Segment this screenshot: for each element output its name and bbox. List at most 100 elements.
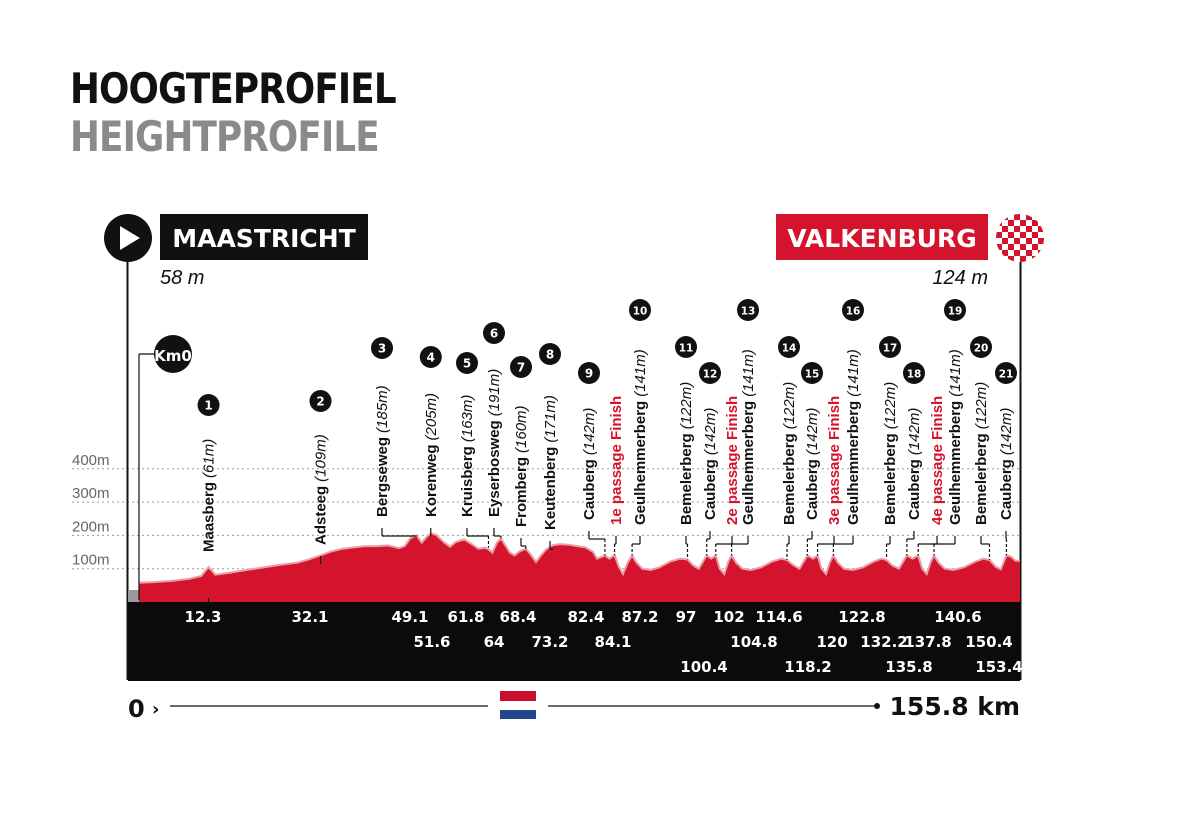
climb-6: Eyserbosweg(191m) 6 xyxy=(483,322,505,539)
climb-finish-pass-17: 3e passage Finish xyxy=(816,396,843,556)
climb-14: Bemelerberg(122m) 14 xyxy=(778,336,800,561)
climb-label: Eyserbosweg(191m) xyxy=(486,369,503,517)
climb-label: Adsteeg(109m) xyxy=(313,434,330,545)
climbs: Maasberg(61m) 1 Adsteeg(109m) 2 Bergseweg(18… xyxy=(197,299,1017,606)
climb-19: Geulhemmerberg(141m) 19 xyxy=(933,299,966,556)
climb-label: Geulhemmerberg(141m) xyxy=(740,349,757,525)
climb-number: 17 xyxy=(883,343,898,355)
climb-number-badge xyxy=(879,336,901,358)
km-band xyxy=(128,602,1020,681)
km-label: 122.8 xyxy=(838,608,885,626)
km-label: 137.8 xyxy=(904,633,951,651)
climb-number: 7 xyxy=(517,361,525,375)
climb-label: Cauberg(142m) xyxy=(906,408,923,520)
climb-number-badge xyxy=(371,337,393,359)
climb-label: Geulhemmerberg(141m) xyxy=(845,349,862,525)
km-label: 153.4 xyxy=(975,658,1022,676)
km-label: 84.1 xyxy=(594,633,631,651)
climb-label: Cauberg(142m) xyxy=(998,408,1015,520)
netherlands-flag-icon xyxy=(500,691,536,719)
climb-label: Bemelerberg(122m) xyxy=(678,382,695,525)
km0-badge: Km0 xyxy=(138,335,192,600)
km-label: 102 xyxy=(713,608,744,626)
climb-number-badge xyxy=(699,362,721,384)
climb-label: 2e passage Finish xyxy=(724,396,741,525)
climb-number-badge xyxy=(778,336,800,358)
climb-number-badge xyxy=(456,352,478,374)
km-label: 61.8 xyxy=(447,608,484,626)
climb-label: Bemelerberg(122m) xyxy=(882,382,899,525)
climb-number-badge xyxy=(309,390,332,412)
km-label: 150.4 xyxy=(965,633,1012,651)
climb-label: Maasberg(61m) xyxy=(201,439,218,552)
climb-label: Cauberg(142m) xyxy=(804,408,821,520)
climb-3: Bergseweg(185m) 3 xyxy=(371,337,417,537)
km-label: 51.6 xyxy=(413,633,450,651)
climb-label: Geulhemmerberg(141m) xyxy=(632,349,649,525)
climb-number-badge xyxy=(675,336,697,358)
climb-number: 2 xyxy=(316,395,324,409)
climb-number: 4 xyxy=(427,351,435,365)
start-name: MAASTRICHT xyxy=(172,224,356,253)
climb-number-badge xyxy=(970,336,992,358)
climb-finish-pass-21: 4e passage Finish xyxy=(917,396,946,556)
climb-number: 19 xyxy=(948,306,963,318)
start-elevation: 58 m xyxy=(160,267,204,289)
climb-8: Keutenberg(171m) 8 xyxy=(539,343,561,550)
climb-number-badge xyxy=(539,343,561,365)
climb-16: Geulhemmerberg(141m) 16 xyxy=(832,299,864,556)
climb-2: Adsteeg(109m) 2 xyxy=(309,390,332,564)
distance-end-label: 155.8 km xyxy=(890,692,1020,721)
climb-label: Bemelerberg(122m) xyxy=(781,382,798,525)
climb-number: 6 xyxy=(490,327,498,341)
km0-label: Km0 xyxy=(154,347,192,365)
climb-number-badge xyxy=(903,362,925,384)
climb-label: Kruisberg(163m) xyxy=(459,395,476,517)
climb-label: Fromberg(160m) xyxy=(513,405,530,527)
elevation-area xyxy=(139,533,1020,602)
climb-number-badge xyxy=(629,299,651,321)
climb-number: 8 xyxy=(546,348,554,362)
climb-label: Cauberg(142m) xyxy=(581,408,598,520)
climb-number-badge xyxy=(801,362,823,384)
finish-name: VALKENBURG xyxy=(787,224,976,253)
climb-9: Cauberg(142m) 9 xyxy=(578,362,606,556)
climb-number: 11 xyxy=(679,343,694,355)
climb-number: 14 xyxy=(782,343,797,355)
finish-badge: VALKENBURG xyxy=(776,214,1044,262)
climb-11: Bemelerberg(122m) 11 xyxy=(675,336,697,560)
climb-label: Bergseweg(185m) xyxy=(374,385,391,517)
km-label: 132.2 xyxy=(860,633,907,651)
climb-12: Cauberg(142m) 12 xyxy=(699,362,721,556)
km-label: 135.8 xyxy=(885,658,932,676)
climb-label: Cauberg(142m) xyxy=(702,408,719,520)
climb-number: 13 xyxy=(741,306,756,318)
climb-number-badge xyxy=(842,299,864,321)
climb-label: 3e passage Finish xyxy=(826,396,843,525)
climb-label: Keutenberg(171m) xyxy=(542,395,559,530)
climb-finish-pass-9: 1e passage Finish xyxy=(608,396,625,556)
climb-number: 5 xyxy=(463,357,471,371)
climb-number-badge xyxy=(995,362,1017,384)
km-label: 12.3 xyxy=(184,608,221,626)
climb-number: 12 xyxy=(703,369,718,381)
climb-1: Maasberg(61m) 1 xyxy=(197,394,220,606)
climb-7: Fromberg(160m) 7 xyxy=(510,356,532,549)
km-label: 64 xyxy=(484,633,505,651)
climb-label: Bemelerberg(122m) xyxy=(973,382,990,525)
y-tick-label: 100m xyxy=(72,552,110,569)
km-label: 97 xyxy=(676,608,697,626)
page-subtitle: HEIGHTPROFILE xyxy=(70,112,380,161)
km-label: 120 xyxy=(816,633,847,651)
km-label: 100.4 xyxy=(680,658,727,676)
km-label: 114.6 xyxy=(755,608,802,626)
km-label: 68.4 xyxy=(499,608,536,626)
chevron-right-icon: › xyxy=(152,699,159,720)
climb-13: Geulhemmerberg(141m) 13 xyxy=(731,299,759,556)
climb-number-badge xyxy=(483,322,505,344)
climb-number: 9 xyxy=(585,367,593,381)
y-tick-label: 400m xyxy=(72,452,110,469)
climb-number: 1 xyxy=(204,399,212,413)
climb-label: Korenweg(205m) xyxy=(423,393,440,517)
